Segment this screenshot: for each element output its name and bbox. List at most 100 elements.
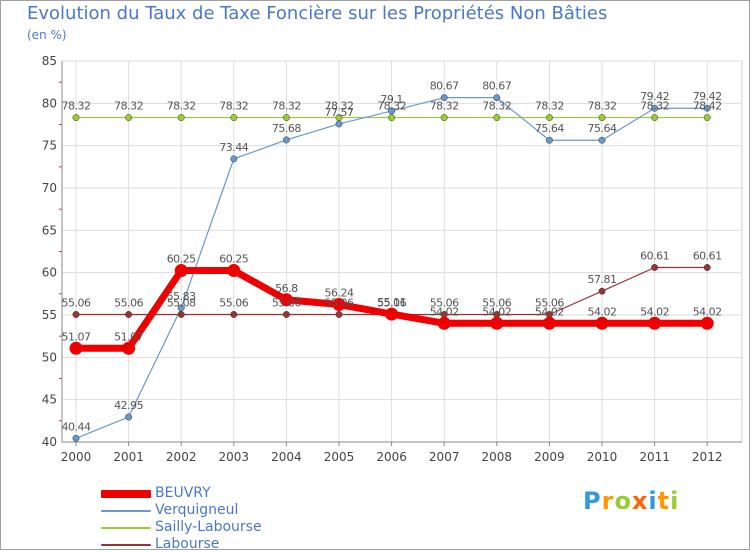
x-tick-label: 2007 — [429, 450, 460, 464]
data-label-beuvry: 54.02 — [693, 305, 722, 318]
data-label-labourse: 60.61 — [640, 250, 669, 263]
data-point-labourse — [703, 264, 711, 271]
data-label-labourse: 55.06 — [377, 296, 406, 309]
data-label-verquigneul: 80.67 — [482, 80, 511, 93]
data-label-beuvry: 54.02 — [588, 305, 617, 318]
data-labels: 78.32 78.32 78.32 78.32 78.32 78.32 78.32 78.32… — [62, 80, 723, 434]
y-tick-label: 45 — [42, 393, 57, 407]
legend-swatch-labourse — [101, 544, 151, 546]
data-point-beuvry — [332, 298, 346, 312]
data-point-beuvry — [595, 316, 609, 330]
y-axis-unit-label: (en %) — [27, 28, 67, 42]
data-point-verquigneul — [703, 104, 711, 112]
data-label-verquigneul: 75.64 — [535, 122, 564, 135]
data-point-beuvry — [227, 264, 241, 278]
data-label-sailly-labourse: 78.32 — [219, 100, 248, 113]
data-point-beuvry — [437, 316, 451, 330]
legend-label-labourse: Labourse — [155, 536, 220, 552]
data-point-verquigneul — [388, 107, 396, 115]
data-label-sailly-labourse: 78.32 — [482, 100, 511, 113]
data-point-sailly-labourse — [440, 114, 448, 122]
data-point-labourse — [72, 311, 80, 318]
data-label-labourse: 55.08 — [167, 296, 196, 309]
data-label-verquigneul: 79.42 — [640, 90, 669, 103]
data-label-verquigneul: 42.95 — [114, 399, 143, 412]
data-point-labourse — [230, 311, 238, 318]
y-tick-label: 55 — [42, 308, 57, 322]
data-point-labourse — [282, 311, 290, 318]
data-label-sailly-labourse: 78.32 — [535, 100, 564, 113]
x-tick-label: 2002 — [166, 450, 197, 464]
y-tick-label: 40 — [42, 435, 57, 449]
y-tick-label: 80 — [42, 96, 57, 110]
x-tick-label: 2006 — [376, 450, 407, 464]
data-label-verquigneul: 73.44 — [219, 141, 248, 154]
logo-letter: t — [657, 487, 671, 515]
data-label-beuvry: 60.25 — [219, 253, 248, 266]
data-label-labourse: 57.81 — [588, 273, 617, 286]
logo-letter: i — [670, 487, 680, 515]
data-label-beuvry: 56.8 — [275, 282, 298, 295]
proxiti-logo: Proxiti — [583, 487, 679, 515]
data-label-verquigneul: 79.42 — [693, 90, 722, 103]
x-tick-label: 2001 — [113, 450, 144, 464]
data-point-beuvry — [700, 316, 714, 330]
logo-letter: r — [601, 487, 615, 515]
data-point-verquigneul — [230, 155, 238, 163]
data-point-verquigneul — [440, 94, 448, 102]
data-label-beuvry: 56.24 — [325, 287, 354, 300]
data-label-sailly-labourse: 78.32 — [640, 100, 669, 113]
data-label-verquigneul: 75.68 — [272, 122, 301, 135]
data-point-sailly-labourse — [493, 114, 501, 122]
data-point-labourse — [125, 311, 133, 318]
legend-swatch-verquigneul — [101, 510, 151, 512]
data-label-beuvry: 54.02 — [430, 305, 459, 318]
logo-letter: o — [614, 487, 632, 515]
x-tick-label: 2011 — [639, 450, 670, 464]
x-tick-label: 2000 — [61, 450, 92, 464]
data-point-beuvry — [490, 316, 504, 330]
data-label-sailly-labourse: 78.32 — [325, 100, 354, 113]
data-label-sailly-labourse: 78.32 — [430, 100, 459, 113]
data-point-verquigneul — [125, 413, 133, 421]
data-point-beuvry — [385, 307, 399, 321]
data-point-verquigneul — [651, 104, 659, 112]
y-tick-label: 70 — [42, 181, 57, 195]
data-label-beuvry: 51.07 — [62, 330, 91, 343]
data-point-beuvry — [69, 341, 83, 355]
data-label-labourse: 60.61 — [693, 250, 722, 263]
data-point-sailly-labourse — [230, 114, 238, 122]
line-chart: 40 45 50 55 60 65 70 75 80 85 2000 2001 2002 2003 2004… — [42, 54, 743, 464]
data-point-beuvry — [174, 264, 188, 278]
data-point-sailly-labourse — [125, 114, 133, 122]
data-label-labourse: 55.06 — [535, 296, 564, 309]
data-label-labourse: 55.06 — [325, 296, 354, 309]
legend-label-sailly-labourse: Sailly-Labourse — [155, 519, 262, 535]
data-label-beuvry: 54.02 — [482, 305, 511, 318]
data-point-labourse — [598, 287, 606, 295]
data-label-beuvry: 54.02 — [535, 305, 564, 318]
y-tick-label: 65 — [42, 223, 57, 237]
data-label-sailly-labourse: 78.32 — [588, 100, 617, 113]
data-label-labourse: 55.06 — [62, 296, 91, 309]
data-label-verquigneul: 77.57 — [325, 106, 354, 119]
data-point-labourse — [335, 311, 343, 318]
data-point-verquigneul — [545, 136, 553, 144]
data-label-verquigneul: 55.83 — [167, 290, 196, 303]
data-label-beuvry: 60.25 — [167, 253, 196, 266]
data-label-labourse: 55.06 — [114, 296, 143, 309]
y-tick-label: 60 — [42, 266, 57, 280]
data-label-sailly-labourse: 78.32 — [167, 100, 196, 113]
data-point-sailly-labourse — [651, 114, 659, 122]
data-point-sailly-labourse — [72, 114, 80, 122]
legend-label-verquigneul: Verquigneul — [155, 502, 239, 518]
logo-letter: x — [631, 487, 649, 515]
data-label-beuvry: 51.07 — [114, 330, 143, 343]
y-tick-label: 85 — [42, 54, 57, 68]
series-lines — [69, 94, 714, 442]
data-point-beuvry — [542, 316, 556, 330]
data-label-labourse: 55.06 — [482, 296, 511, 309]
data-point-sailly-labourse — [282, 114, 290, 122]
x-tick-label: 2005 — [324, 450, 355, 464]
